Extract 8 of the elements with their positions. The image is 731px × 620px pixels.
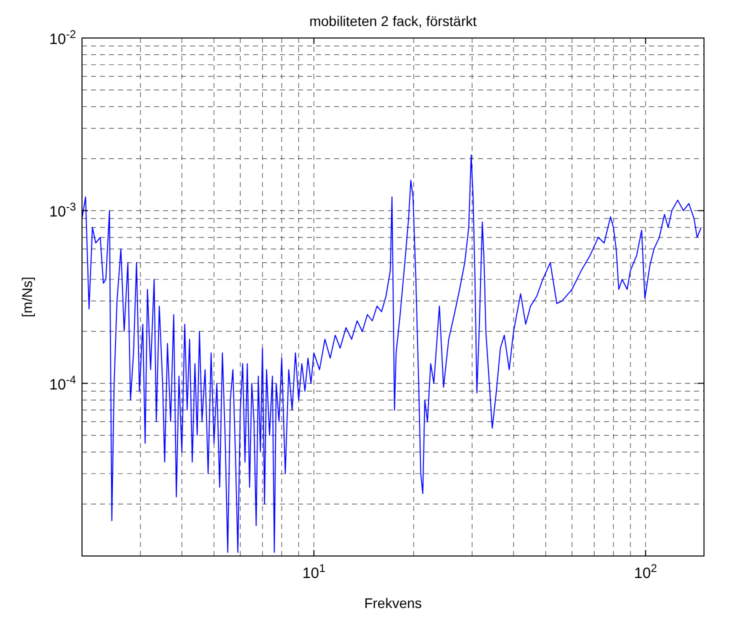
x-axis-title: Frekvens <box>364 595 422 611</box>
y-tick-label: 10$^{-3}$ <box>49 202 76 221</box>
y-axis-title: [m/Ns] <box>19 276 35 318</box>
x-tick-label: 10$^{2}$ <box>634 563 658 582</box>
y-tick-label: 10$^{-4}$ <box>49 374 76 394</box>
chart-title: mobiliteten 2 fack, förstärkt <box>309 13 477 29</box>
y-tick-label: 10$^{-2}$ <box>49 29 76 48</box>
x-tick-label: 10$^{1}$ <box>302 563 326 582</box>
